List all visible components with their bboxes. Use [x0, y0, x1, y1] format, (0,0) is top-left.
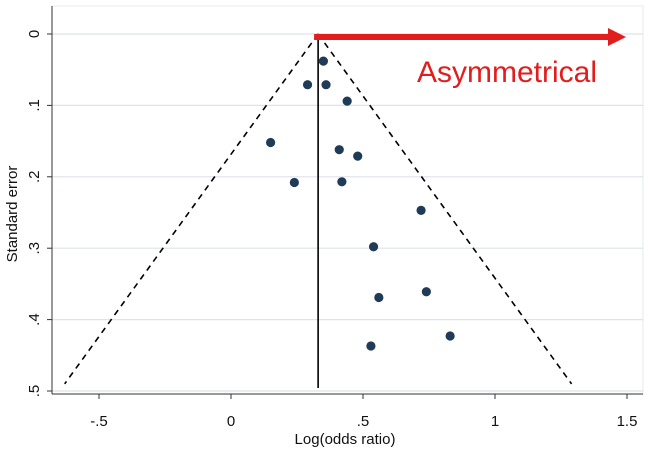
study-point — [374, 292, 384, 303]
y-axis-title: Standard error — [4, 166, 21, 263]
study-point — [289, 177, 299, 188]
plot-area: 0 .1 .2 .3 .4 .5 -.5 0 .5 1 1.5 Asymmetrical — [26, 5, 644, 430]
x-tick-label: 0 — [227, 413, 235, 430]
asymmetry-arrow-head — [608, 28, 626, 46]
study-point — [266, 137, 276, 148]
study-point — [337, 177, 347, 187]
study-point — [318, 56, 328, 66]
funnel-lines — [64, 33, 573, 388]
study-point — [321, 80, 331, 90]
study-point — [368, 242, 379, 252]
study-point — [302, 80, 313, 90]
y-tick-label: .4 — [26, 313, 43, 326]
study-point — [416, 205, 426, 215]
x-tick-label: .5 — [357, 413, 370, 430]
asymmetry-label: Asymmetrical — [417, 56, 597, 89]
study-point — [366, 341, 376, 351]
y-axis-ticks: 0 .1 .2 .3 .4 .5 — [26, 30, 52, 397]
y-tick-label: .5 — [26, 385, 43, 398]
x-tick-label: -.5 — [90, 413, 108, 430]
study-point — [445, 331, 455, 341]
y-tick-label: .1 — [26, 99, 43, 112]
study-point — [342, 96, 352, 106]
study-point — [353, 151, 363, 161]
y-tick-label: .3 — [26, 242, 43, 255]
asymmetry-annotation: Asymmetrical — [314, 28, 626, 89]
study-point — [421, 287, 431, 297]
y-tick-label: 0 — [26, 30, 43, 38]
study-points — [266, 56, 455, 351]
x-tick-label: 1.5 — [617, 413, 638, 430]
x-tick-label: 1 — [491, 413, 499, 430]
study-point — [334, 145, 344, 155]
x-axis-title: Log(odds ratio) — [295, 431, 396, 448]
x-axis-ticks: -.5 0 .5 1 1.5 — [90, 394, 637, 430]
y-tick-label: .2 — [26, 171, 43, 184]
